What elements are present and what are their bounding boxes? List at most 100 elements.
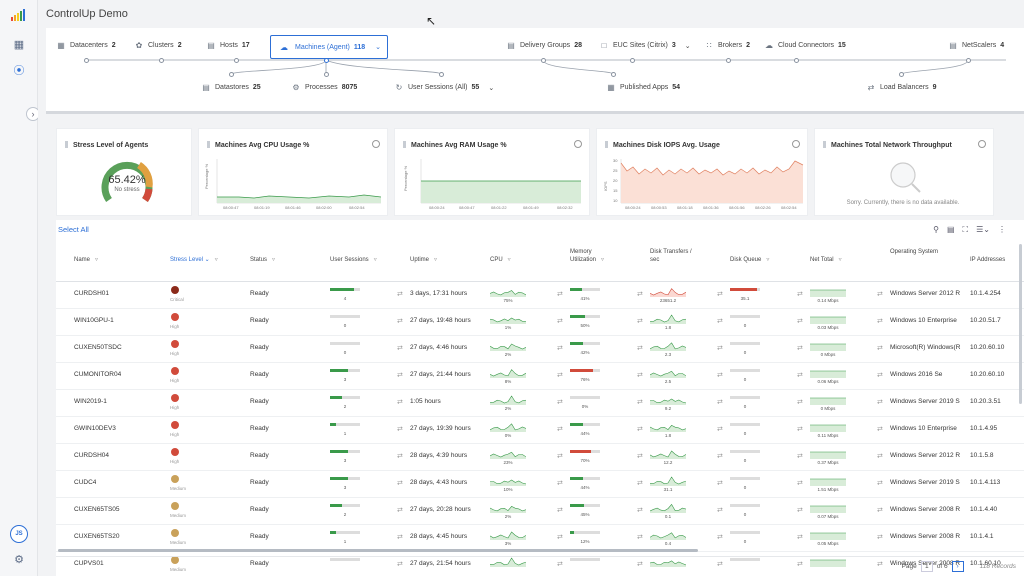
mouse-cursor-icon: ↖ [426, 14, 437, 28]
cell-name[interactable]: CUDC4 [74, 479, 97, 486]
net-sparkline [810, 505, 846, 513]
col-label: Operating System [890, 249, 939, 255]
compass-icon[interactable]: ⦿ [13, 65, 25, 77]
search-icon[interactable]: ⚲ [933, 225, 939, 234]
col-status[interactable]: Status ▿ [250, 256, 275, 264]
filter-icon[interactable]: ▿ [272, 257, 276, 263]
cell-name[interactable]: CURDSH01 [74, 290, 110, 297]
chevron-down-icon[interactable]: ⌄ [375, 44, 382, 51]
topo-brokers[interactable]: ∷ Brokers 2 [704, 41, 750, 50]
cell-name[interactable]: CURDSH04 [74, 452, 110, 459]
more-options-icon[interactable]: ⋮ [998, 225, 1006, 234]
topo-label: Load Balancers [880, 84, 929, 91]
select-all-link[interactable]: Select All [58, 225, 89, 234]
cell-name[interactable]: CUMONITOR04 [74, 371, 122, 378]
col-os[interactable]: Operating System [890, 248, 950, 256]
topo-machines-agent[interactable]: ☁ Machines (Agent) 118 ⌄ [270, 35, 389, 59]
table-row[interactable]: CUPVS01 Medium Ready ⇄ 27 days, 21:54 hours ⇄… [56, 552, 1024, 576]
topo-netscalers[interactable]: ▤ NetScalers 4 [948, 41, 1004, 50]
disk-sparkline [650, 370, 686, 378]
filter-icon[interactable]: ▿ [838, 257, 842, 263]
clock-icon[interactable] [372, 140, 380, 148]
columns-menu-icon[interactable]: ☰⌄ [976, 225, 990, 234]
topo-load-balancers[interactable]: ⇄ Load Balancers 9 [866, 83, 937, 92]
page-input[interactable]: 1 [920, 561, 933, 572]
topo-cloud-connectors[interactable]: ☁ Cloud Connectors 15 [764, 41, 846, 50]
col-net-total[interactable]: Net Total ▿ [810, 256, 842, 264]
chevron-down-icon[interactable]: ⌄ [684, 42, 691, 50]
cell-name[interactable]: CUPVS01 [74, 560, 104, 567]
vertical-scrollbar[interactable] [1019, 244, 1022, 404]
cell-ip: 10.1.60.10 [970, 560, 1001, 567]
table-row[interactable]: CUXEN65TS20 Medium Ready 1 ⇄ 28 days, 4:45 ho… [56, 525, 1024, 552]
cell-name[interactable]: WIN10GPU-1 [74, 317, 114, 324]
filter-icon[interactable]: ▿ [434, 257, 438, 263]
topo-datacenters[interactable]: ▦ Datacenters 2 [56, 41, 115, 50]
table-row[interactable]: CUXEN65TS05 Medium Ready 2 ⇄ 27 days, 20:28 h… [56, 498, 1024, 525]
fullscreen-icon[interactable]: ⛶ [962, 225, 969, 234]
table-row[interactable]: WIN2019-1 High Ready 2 ⇄ 1:05 hours 2% ⇄ 0% ⇄ 9.2 ⇄… [56, 390, 1024, 417]
cell-status: Ready [250, 452, 269, 459]
widget-stress-level[interactable]: Stress Level of Agents 65.42% No stress [56, 128, 192, 216]
cell-name[interactable]: CUXEN65TS20 [74, 533, 120, 540]
col-name[interactable]: Name ▿ [74, 256, 98, 264]
iops-chart: IOPS 30 25 20 15 10 08:00:24 08:00:53 08… [603, 158, 804, 210]
cell-uptime: 28 days, 4:45 hours [410, 533, 468, 540]
clock-icon[interactable] [574, 140, 582, 148]
cell-name[interactable]: CUXEN50TSDC [74, 344, 122, 351]
filter-icon[interactable]: ▿ [373, 257, 377, 263]
filter-icon[interactable]: ▿ [766, 257, 770, 263]
queue-value: 0 [743, 431, 747, 436]
topo-clusters[interactable]: ✿ Clusters 2 [134, 41, 182, 50]
table-row[interactable]: CURDSH01 Critical Ready 4 ⇄ 3 days, 17:31 hou… [56, 282, 1024, 309]
widget-network-throughput[interactable]: Machines Total Network Throughput Sorry.… [814, 128, 994, 216]
col-disk-queue[interactable]: Disk Queue ▿ [730, 256, 769, 264]
cell-name[interactable]: CUXEN65TS05 [74, 506, 120, 513]
table-row[interactable]: CUDC4 Medium Ready 3 ⇄ 28 days, 4:43 hours 10%… [56, 471, 1024, 498]
filter-icon[interactable]: ▿ [214, 257, 218, 263]
net-value: 0 Mbps [820, 406, 836, 411]
chevron-down-icon[interactable]: ⌄ [488, 84, 495, 92]
cell-name[interactable]: WIN2019-1 [74, 398, 107, 405]
col-ip[interactable]: IP Addresses [970, 256, 1005, 264]
widget-ram-usage[interactable]: Machines Avg RAM Usage % Percentage % 08… [394, 128, 590, 216]
horizontal-scrollbar[interactable] [58, 549, 698, 552]
widget-disk-iops[interactable]: Machines Disk IOPS Avg. Usage IOPS 30 25… [596, 128, 808, 216]
topo-user-sessions[interactable]: ↻ User Sessions (All) 55 ⌄ [394, 83, 495, 92]
shuffle-icon: ⇄ [797, 534, 803, 541]
clock-icon[interactable] [792, 140, 800, 148]
topo-datastores[interactable]: ▤ Datastores 25 [201, 83, 260, 92]
col-memory[interactable]: Memory Utilization ▿ [570, 248, 620, 264]
table-row[interactable]: CUMONITOR04 High Ready 3 ⇄ 27 days, 21:44 hou… [56, 363, 1024, 390]
table-row[interactable]: CUXEN50TSDC High Ready 0 ⇄ 27 days, 4:46 hour… [56, 336, 1024, 363]
topo-published-apps[interactable]: ▦ Published Apps 54 [606, 83, 680, 92]
topo-hosts[interactable]: ▤ Hosts 17 [206, 41, 249, 50]
shuffle-icon: ⇄ [557, 291, 563, 298]
topo-euc-sites[interactable]: □ EUC Sites (Citrix) 3 ⌄ [599, 41, 691, 50]
next-page-button[interactable]: › [951, 561, 964, 572]
export-icon[interactable]: ▤ [946, 225, 955, 234]
shuffle-icon: ⇄ [797, 507, 803, 514]
topo-processes[interactable]: ⚙ Processes 8075 [291, 83, 357, 92]
avatar[interactable]: JS [10, 525, 28, 543]
col-stress-level[interactable]: Stress Level ⌄ ▿ [170, 257, 218, 263]
col-user-sessions[interactable]: User Sessions ▿ [330, 256, 377, 264]
topo-delivery-groups[interactable]: ▤ Delivery Groups 28 [506, 41, 582, 50]
filter-icon[interactable]: ▿ [95, 257, 99, 263]
widget-cpu-usage[interactable]: Machines Avg CPU Usage % Percentage % 08… [198, 128, 388, 216]
table-row[interactable]: GWIN10DEV3 High Ready 1 ⇄ 27 days, 19:39 hour… [56, 417, 1024, 444]
dashboard-icon[interactable]: ▦ [13, 38, 25, 51]
col-cpu[interactable]: CPU ▿ [490, 256, 511, 264]
cpu-value: 10% [503, 487, 513, 492]
shuffle-icon: ⇄ [877, 318, 883, 325]
cell-name[interactable]: GWIN10DEV3 [74, 425, 116, 432]
filter-icon[interactable]: ▿ [507, 257, 511, 263]
filter-icon[interactable]: ▿ [601, 257, 605, 263]
host-icon: ▤ [207, 41, 215, 50]
clock-icon[interactable] [978, 140, 986, 148]
table-row[interactable]: WIN10GPU-1 High Ready 0 ⇄ 27 days, 19:48 hour… [56, 309, 1024, 336]
table-row[interactable]: CURDSH04 High Ready 3 ⇄ 28 days, 4:39 hours 23… [56, 444, 1024, 471]
settings-icon[interactable]: ⚙ [14, 553, 24, 566]
col-uptime[interactable]: Uptime ▿ [410, 256, 437, 264]
col-disk-transfers[interactable]: Disk Transfers / sec [650, 248, 702, 264]
